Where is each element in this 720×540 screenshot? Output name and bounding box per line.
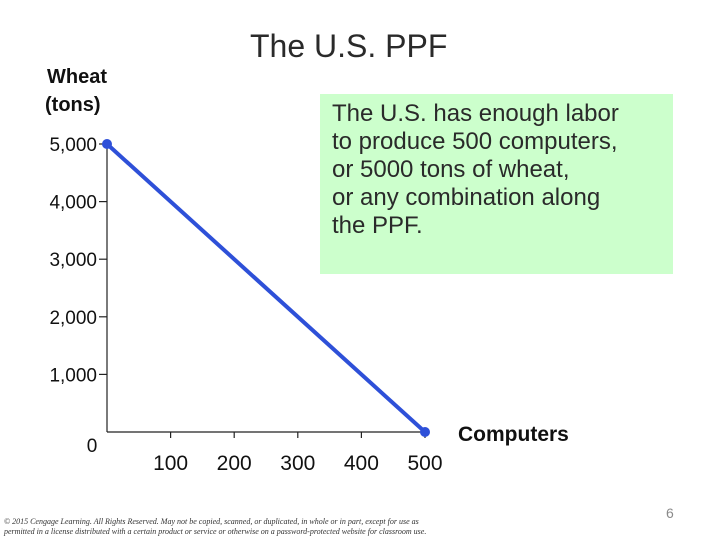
slide-number: 6 <box>666 505 674 521</box>
x-tick-label: 500 <box>407 452 442 475</box>
callout-line: the PPF. <box>332 212 423 239</box>
callout-box: The U.S. has enough labor to produce 500… <box>320 94 673 274</box>
origin-label: 0 <box>87 436 98 457</box>
copyright-line: © 2015 Cengage Learning. All Rights Rese… <box>4 517 419 526</box>
copyright-notice: © 2015 Cengage Learning. All Rights Rese… <box>4 517 426 537</box>
ppf-point <box>420 427 430 437</box>
y-axis-label-line-1: Wheat <box>47 66 107 88</box>
x-tick-label: 400 <box>344 452 379 475</box>
x-tick-label: 100 <box>153 452 188 475</box>
slide-title: The U.S. PPF <box>250 28 448 64</box>
ppf-line <box>105 142 427 434</box>
y-tick-label: 4,000 <box>49 193 97 214</box>
y-tick-label: 3,000 <box>49 250 97 271</box>
x-tick-label: 300 <box>280 452 315 475</box>
ppf-point <box>102 139 112 149</box>
callout-line: or any combination along <box>332 184 601 211</box>
callout-line: or 5000 tons of wheat, <box>332 156 570 183</box>
copyright-line: permitted in a license distributed with … <box>4 527 427 536</box>
callout-line: to produce 500 computers, <box>332 128 618 155</box>
y-tick-label: 2,000 <box>49 308 97 329</box>
y-axis-label-line-2: (tons) <box>45 94 101 116</box>
callout-line: The U.S. has enough labor <box>332 100 619 127</box>
y-tick-label: 1,000 <box>49 365 97 386</box>
x-tick-label: 200 <box>217 452 252 475</box>
y-tick-label: 5,000 <box>49 135 97 156</box>
x-axis-label: Computers <box>458 423 569 446</box>
